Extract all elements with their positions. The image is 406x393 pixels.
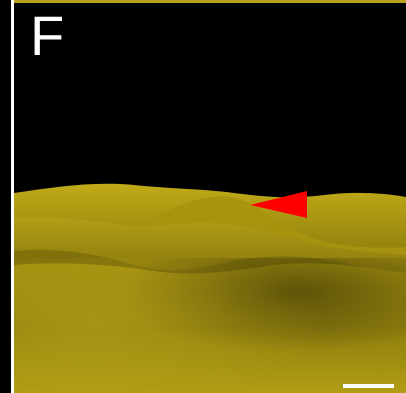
front-highlight [14,258,406,393]
left-border [11,0,14,393]
terrain-render [14,183,406,393]
scale-bar [343,384,394,388]
red-triangle-marker-icon [250,191,307,218]
left-gutter [0,0,14,393]
panel-label: F [30,4,65,67]
top-border [14,0,406,3]
